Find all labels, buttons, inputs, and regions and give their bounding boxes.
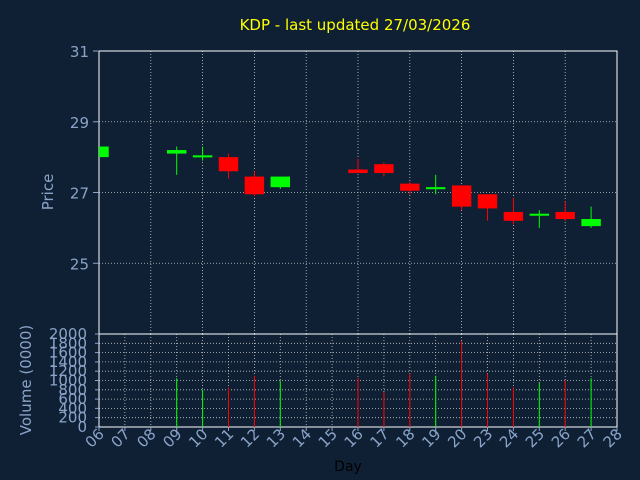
candle-body [503, 211, 524, 221]
candles [99, 146, 601, 228]
volume-tick-label: 1000 [49, 372, 87, 390]
candle-body [348, 169, 368, 174]
x-tick-label: 14 [289, 425, 315, 451]
price-tick-label: 27 [70, 185, 89, 203]
x-tick-label: 18 [392, 425, 418, 451]
candle-body [529, 213, 550, 216]
x-tick-label: 07 [107, 425, 133, 451]
x-tick-label: 10 [185, 425, 211, 451]
candle-body [270, 176, 291, 188]
x-tick-label: 17 [366, 425, 392, 451]
volume-tick-label: 600 [58, 390, 87, 408]
price-tick-label: 25 [70, 255, 89, 273]
chart-title: KDP - last updated 27/03/2026 [240, 16, 471, 34]
candle-body [581, 219, 601, 227]
candle-body [166, 150, 187, 154]
volume-tick-label: 1600 [49, 344, 87, 362]
x-tick-label: 27 [574, 425, 600, 451]
price-tick-label: 29 [70, 114, 89, 132]
x-tick-label: 23 [470, 425, 496, 451]
price-axis-label: Price [39, 174, 57, 211]
x-tick-label: 08 [133, 425, 159, 451]
x-tick-label: 28 [600, 425, 626, 451]
x-axis-label: Day [334, 459, 362, 475]
price-gridlines [99, 50, 617, 334]
price-tick-label: 31 [70, 43, 89, 61]
candle-body [400, 183, 420, 191]
x-tick-label: 16 [341, 425, 367, 451]
candle-body [99, 146, 109, 158]
x-tick-label: 25 [522, 425, 548, 451]
x-tick-label: 20 [444, 425, 470, 451]
x-tick-label: 15 [315, 425, 341, 451]
volume-tick-label: 400 [58, 399, 87, 417]
x-tick-label: 09 [159, 425, 185, 451]
x-tick-label: 26 [548, 425, 574, 451]
candle-body [374, 164, 394, 174]
candle-body [555, 211, 575, 220]
candle-body [477, 194, 498, 209]
x-tick-label: 11 [211, 425, 237, 451]
volume-tick-label: 200 [58, 409, 87, 427]
candle-body [425, 187, 446, 190]
volume-tick-label: 1200 [49, 362, 87, 380]
volume-tick-label: 1400 [49, 353, 87, 371]
x-tick-label: 24 [496, 425, 522, 451]
volume-axis-label: Volume (0000) [17, 325, 35, 435]
candle-body [451, 185, 472, 207]
volume-tick-label: 2000 [49, 325, 87, 343]
volume-tick-label: 1800 [49, 334, 87, 352]
volume-bars [176, 340, 592, 427]
volume-tick-label: 0 [77, 418, 87, 436]
price-y-ticks: 25 27 29 31 [70, 43, 99, 273]
x-tick-label: 19 [418, 425, 444, 451]
x-tick-label: 12 [237, 425, 263, 451]
candle-body [192, 155, 213, 158]
x-tick-label: 13 [263, 425, 289, 451]
candle-body [218, 157, 239, 172]
candle-body [244, 176, 265, 195]
volume-tick-label: 800 [58, 381, 87, 399]
x-ticks: 06 07 08 09 10 11 12 13 14 15 16 17 18 19 20 23 24 25 26 27… [82, 425, 626, 451]
